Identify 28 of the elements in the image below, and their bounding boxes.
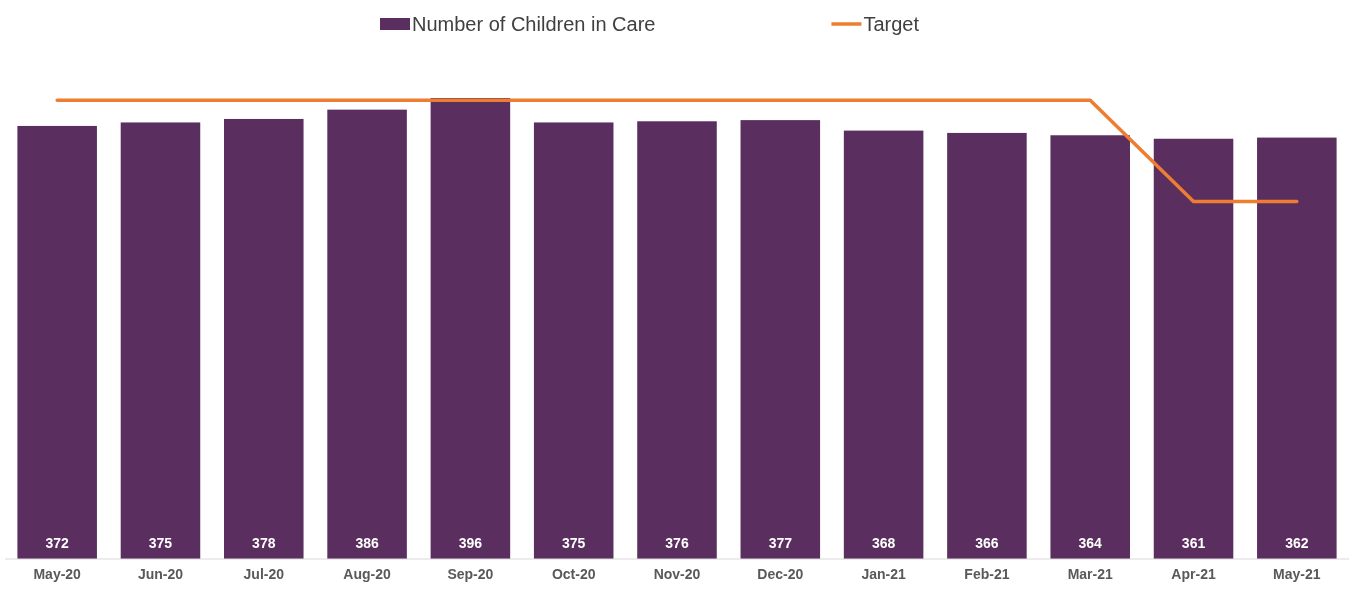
x-tick-label: Oct-20: [551, 565, 596, 582]
data-label: 376: [665, 535, 689, 551]
legend-label: Number of Children in Care: [412, 13, 656, 35]
data-label: 366: [975, 535, 999, 551]
legend-label: Target: [863, 13, 920, 35]
x-tick-label: Jan-21: [861, 565, 906, 582]
data-label: 362: [1285, 535, 1309, 551]
data-label: 368: [871, 535, 896, 551]
data-label: 375: [562, 535, 586, 551]
x-tick-label: Aug-20: [343, 565, 392, 582]
x-tick-label: Sep-20: [447, 565, 494, 582]
x-tick-label: Apr-21: [1171, 565, 1216, 582]
x-tick-label: Dec-20: [757, 565, 804, 582]
data-label: 377: [768, 535, 793, 551]
data-label: 378: [252, 535, 276, 551]
data-label: 386: [355, 535, 379, 551]
data-label: 396: [458, 535, 483, 551]
data-label: 364: [1078, 535, 1103, 551]
data-label: 361: [1181, 535, 1206, 551]
x-tick-label: Feb-21: [964, 565, 1010, 582]
data-label: 375: [148, 535, 173, 551]
x-tick-label: Jul-20: [243, 565, 285, 582]
x-tick-label: Nov-20: [653, 565, 701, 582]
data-label: 372: [45, 535, 70, 551]
x-tick-label: May-21: [1273, 565, 1321, 582]
x-tick-label: Jun-20: [137, 565, 184, 582]
x-tick-label: Mar-21: [1067, 565, 1113, 582]
x-tick-label: May-20: [33, 565, 82, 582]
